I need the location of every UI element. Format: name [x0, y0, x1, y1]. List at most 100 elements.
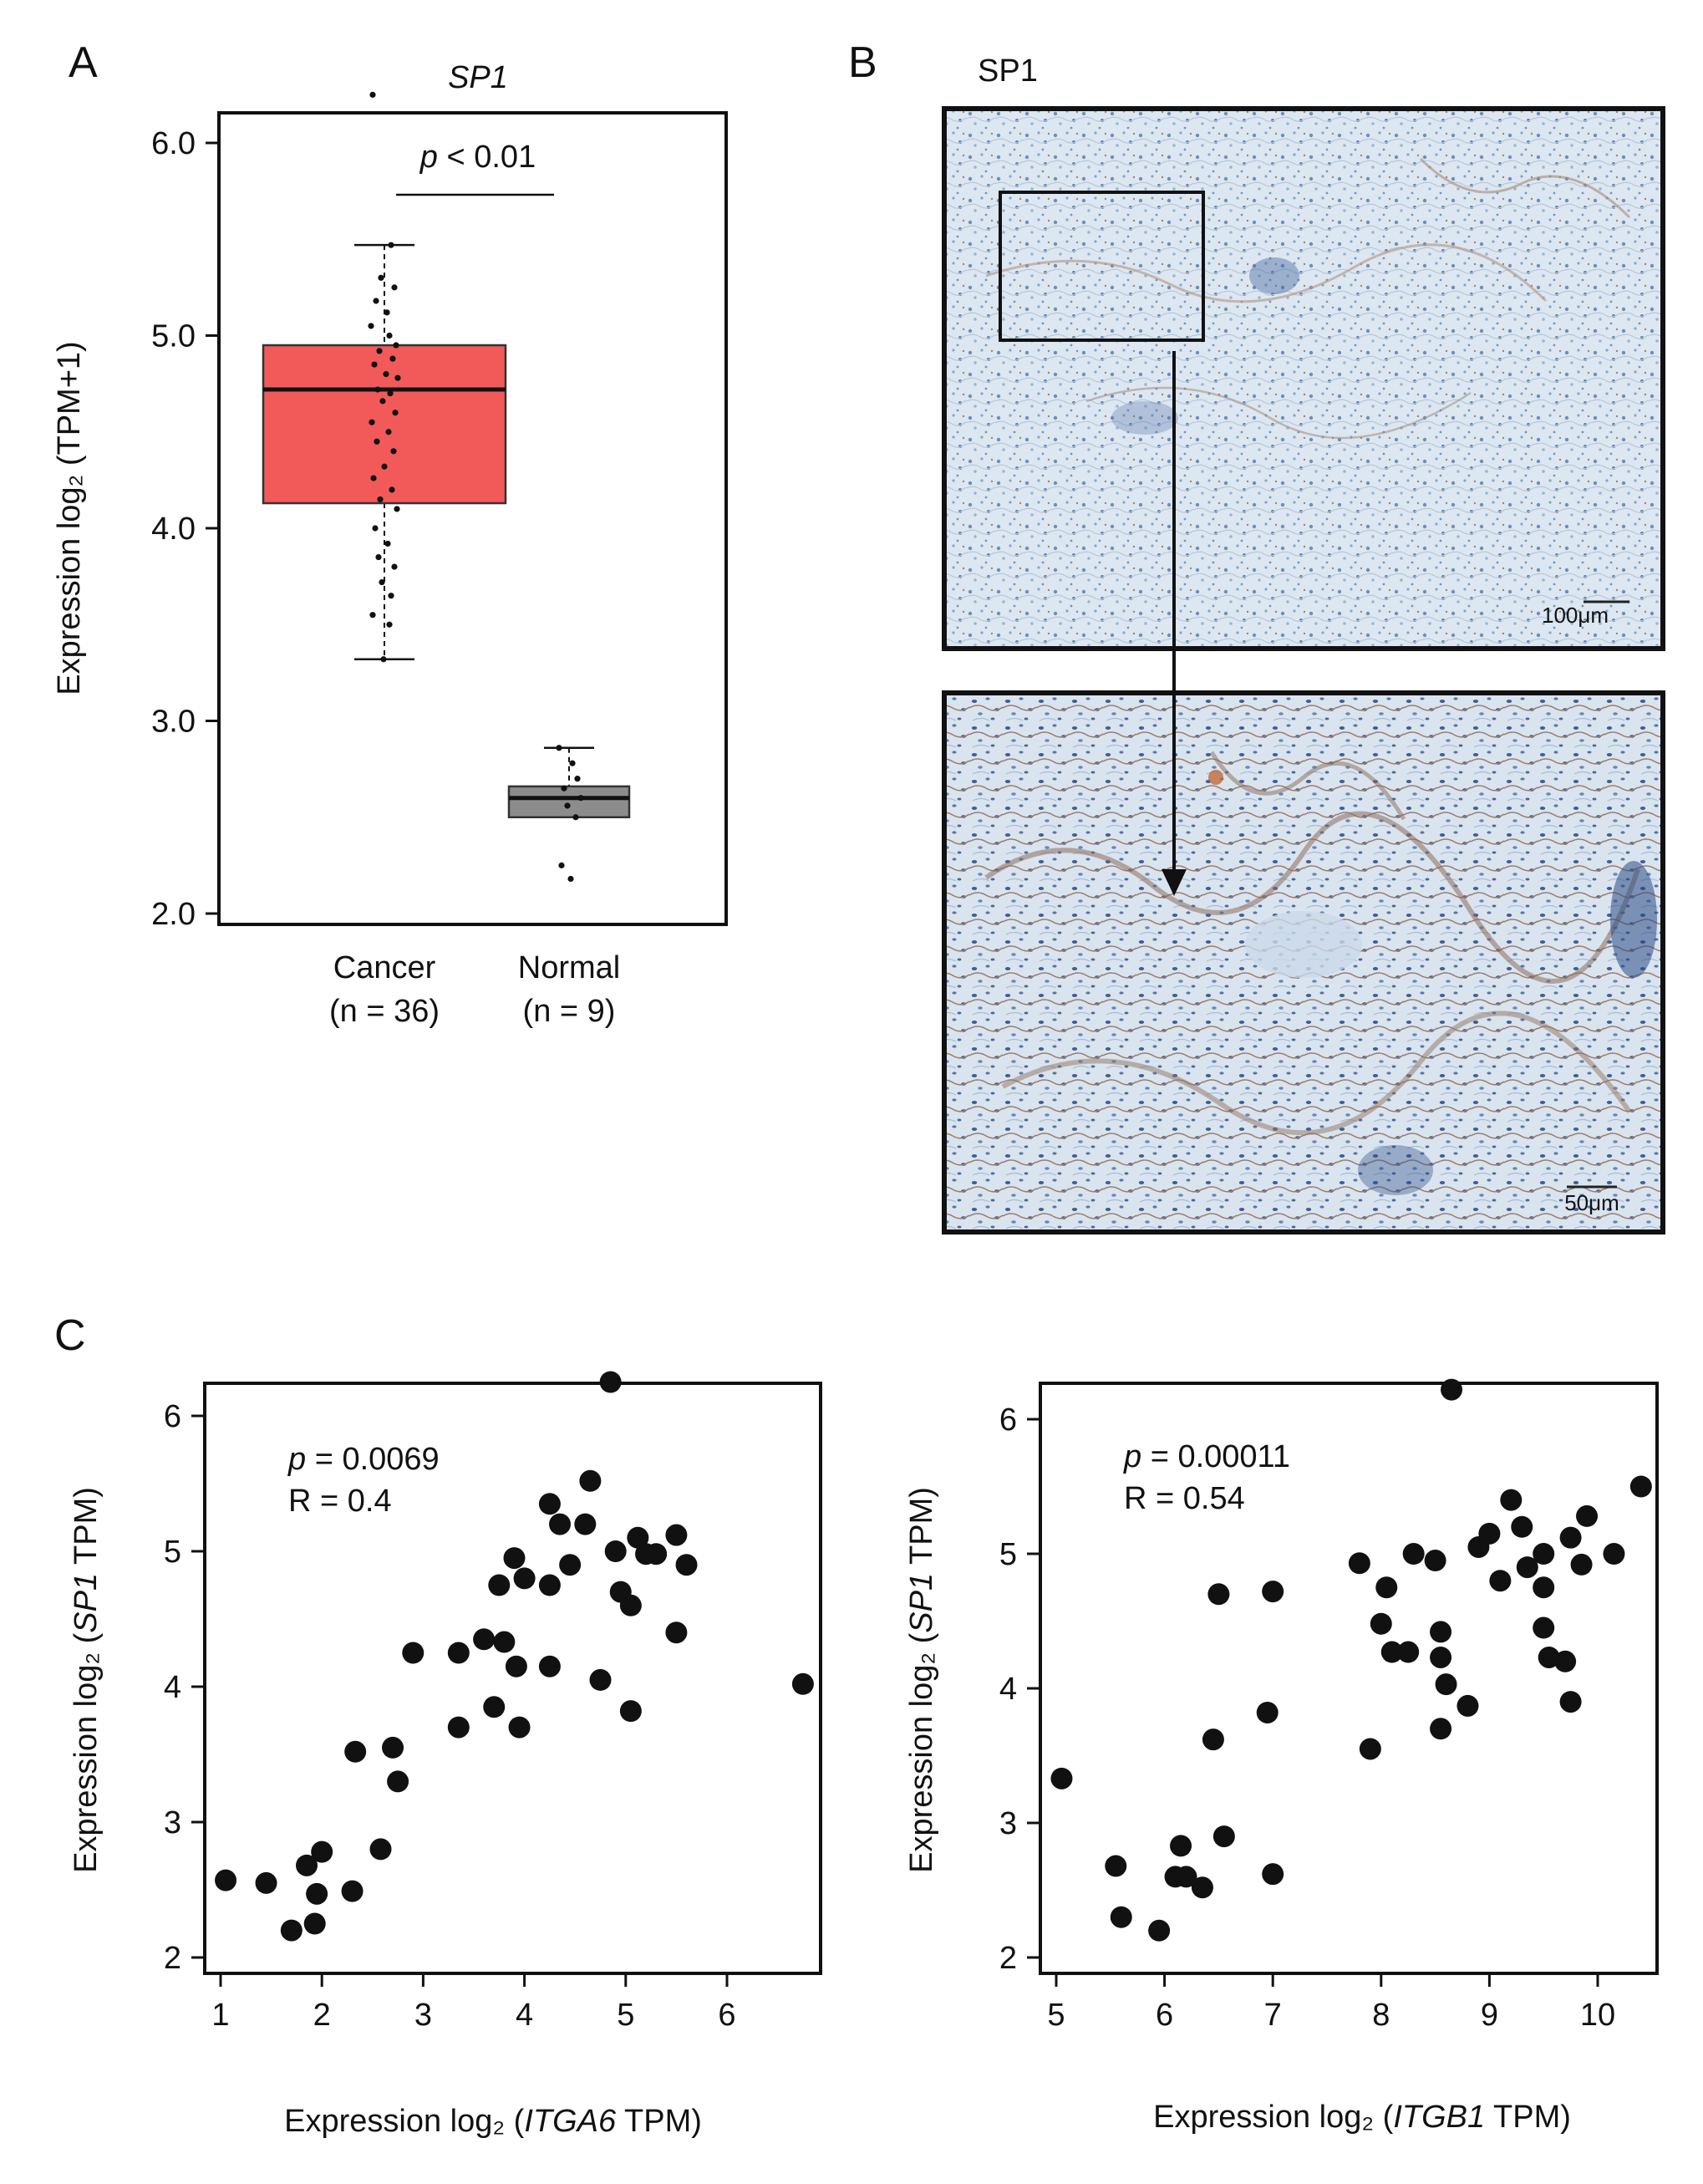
data-point [387, 390, 394, 397]
data-point [1050, 1767, 1073, 1789]
data-point [619, 1594, 642, 1616]
y-tick-label: 6 [999, 1403, 1017, 1438]
data-point [370, 475, 377, 481]
data-point [386, 332, 393, 339]
data-point [1538, 1646, 1560, 1668]
data-point [1402, 1543, 1425, 1565]
data-point [561, 785, 567, 792]
data-point [394, 374, 401, 381]
panel-a-y-axis: 2.0 3.0 4.0 5.0 6.0 [151, 126, 219, 932]
panel-a-boxes [262, 91, 631, 883]
data-point [1110, 1906, 1132, 1928]
data-point [381, 463, 388, 470]
scatter-right-ylabel: Expression log₂ (SP1 TPM) [904, 1487, 939, 1873]
data-point [371, 361, 378, 368]
data-point [388, 593, 394, 599]
x-tick-label: 2 [313, 1998, 331, 2033]
data-point [388, 242, 394, 248]
scalebar-top-label: 100μm [1542, 603, 1609, 628]
panel-a-plot-frame [217, 111, 728, 926]
data-point [255, 1871, 277, 1894]
y-tick-label: 2 [164, 1941, 181, 1976]
data-point [376, 348, 383, 354]
y-tick-label: 3.0 [151, 705, 196, 740]
data-point [389, 486, 395, 493]
scatter-right-r: R = 0.54 [1124, 1481, 1245, 1516]
scatter-left-r: R = 0.4 [288, 1484, 392, 1519]
y-tick-label: 3 [999, 1806, 1017, 1841]
data-point [385, 429, 392, 435]
x-tick-label: 3 [414, 1998, 432, 2033]
data-point [574, 1513, 597, 1535]
y-tick-label: 5.0 [151, 319, 196, 354]
data-point [599, 1371, 622, 1393]
scatter-left-pvalue: p = 0.0069 [287, 1442, 440, 1477]
data-point [1430, 1718, 1452, 1740]
data-point [1489, 1570, 1512, 1592]
data-point [564, 802, 571, 809]
data-point [1516, 1556, 1538, 1579]
data-point [1533, 1616, 1555, 1639]
data-point [1570, 1553, 1593, 1576]
data-point [1533, 1576, 1555, 1599]
scalebar-bottom-label: 50μm [1564, 1190, 1619, 1215]
data-point [369, 91, 376, 98]
x-tick-label: 6 [1156, 1998, 1173, 2033]
group-normal-label: Normal [518, 950, 620, 985]
data-point [393, 342, 399, 349]
panel-c-letter: C [54, 1311, 86, 1360]
x-tick-label: 8 [1372, 1998, 1390, 2033]
data-point [538, 1655, 561, 1677]
data-point [1500, 1489, 1523, 1511]
data-point [1380, 1641, 1403, 1663]
data-point [1576, 1504, 1599, 1527]
data-point [386, 621, 393, 628]
data-point [665, 1621, 688, 1644]
data-point [383, 371, 389, 378]
scatter-left-frame [203, 1382, 822, 1975]
scatter-left-xlabel: Expression log₂ (ITGA6 TPM) [284, 2104, 702, 2139]
data-point [389, 355, 396, 362]
y-tick-label: 2.0 [151, 897, 196, 932]
data-point [505, 1655, 527, 1677]
data-point [1478, 1522, 1501, 1545]
data-point [1629, 1475, 1652, 1498]
data-point [1397, 1641, 1420, 1663]
panel-b-letter: B [848, 38, 877, 87]
data-point [372, 525, 379, 532]
data-point [1262, 1581, 1284, 1603]
data-point [604, 1540, 627, 1562]
data-point [402, 1642, 424, 1664]
x-tick-label: 7 [1264, 1998, 1282, 2033]
data-point [619, 1700, 642, 1723]
data-point [1202, 1728, 1224, 1751]
box-cancer [262, 344, 507, 505]
y-tick-label: 4.0 [151, 512, 196, 547]
data-point [1603, 1543, 1625, 1565]
data-point [1105, 1855, 1127, 1877]
scatter-right-pvalue: p = 0.00011 [1123, 1439, 1290, 1474]
data-point [378, 274, 384, 281]
data-point [627, 1526, 649, 1549]
data-point [1212, 1825, 1235, 1848]
data-point [493, 1631, 516, 1653]
panel-a-pvalue: p < 0.01 [419, 140, 536, 175]
x-tick-label: 4 [516, 1998, 533, 2033]
panel-a-ylabel: Expression log₂ (TPM+1) [52, 341, 87, 695]
data-point [387, 1770, 409, 1793]
data-point [379, 578, 385, 586]
data-point [380, 656, 387, 663]
x-tick-label: 10 [1580, 1998, 1615, 2033]
data-point [558, 862, 565, 868]
data-point [1430, 1646, 1452, 1668]
panel-a-letter: A [69, 38, 98, 87]
panel-a-title: SP1 [448, 60, 508, 95]
data-point [1375, 1576, 1398, 1599]
scatter-right-points [1050, 1378, 1652, 1942]
data-point [1554, 1650, 1577, 1672]
y-tick-label: 5 [999, 1537, 1017, 1572]
data-point [341, 1880, 363, 1902]
data-point [280, 1919, 302, 1942]
